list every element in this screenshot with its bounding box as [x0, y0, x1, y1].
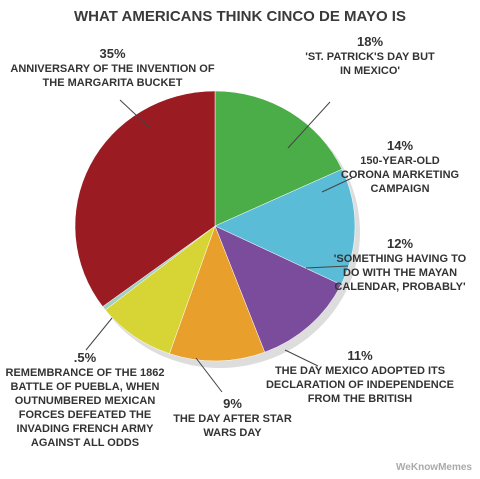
pie-slice [214, 90, 343, 227]
percent-label: .5% [73, 350, 97, 365]
chart-title: WHAT AMERICANS THINK CINCO DE MAYO IS [74, 8, 406, 25]
leader-line [305, 265, 349, 269]
category-label: 150-YEAR-OLD CORONA MARKETING CAMPAIGN [340, 155, 460, 195]
percent-label: 12% [386, 236, 414, 251]
pie-slice [104, 225, 216, 354]
pie-slice [169, 225, 266, 362]
leader-line [119, 99, 151, 129]
slice-label: 11% THE DAY MEXICO ADOPTED ITS DECLARATIO… [260, 348, 460, 406]
pie-slice [74, 90, 216, 307]
category-label: THE DAY MEXICO ADOPTED ITS DECLARATION O… [265, 365, 455, 405]
slice-label: 35% ANNIVERSARY OF THE INVENTION OF THE M… [5, 46, 220, 90]
slice-label: 12% 'SOMETHING HAVING TO DO WITH THE MAYA… [330, 236, 470, 294]
pie-slice [214, 168, 356, 286]
percent-label: 9% [223, 396, 242, 411]
slice-label: .5% REMEMBRANCE OF THE 1862 BATTLE OF PUE… [0, 350, 170, 450]
leader-line [287, 101, 331, 149]
category-label: 'SOMETHING HAVING TO DO WITH THE MAYAN C… [333, 253, 467, 293]
percent-label: 18% [356, 34, 384, 49]
pie-slice [214, 225, 342, 353]
slice-label: 9% THE DAY AFTER STAR WARS DAY [170, 396, 295, 440]
slice-label: 18% 'ST. PATRICK'S DAY BUT IN MEXICO' [300, 34, 440, 78]
category-label: REMEMBRANCE OF THE 1862 BATTLE OF PUEBLA… [5, 367, 165, 449]
slice-label: 14% 150-YEAR-OLD CORONA MARKETING CAMPAIG… [340, 138, 460, 196]
watermark: WeKnowMemes [396, 462, 472, 473]
leader-line [284, 349, 319, 367]
category-label: ANNIVERSARY OF THE INVENTION OF THE MARG… [10, 63, 215, 89]
leader-line [321, 177, 353, 193]
category-label: THE DAY AFTER STAR WARS DAY [173, 413, 292, 439]
percent-label: 14% [386, 138, 414, 153]
category-label: 'ST. PATRICK'S DAY BUT IN MEXICO' [305, 51, 435, 77]
leader-line [85, 317, 113, 351]
leader-line [195, 357, 223, 393]
percent-label: 11% [347, 348, 373, 363]
percent-label: 35% [99, 46, 126, 61]
